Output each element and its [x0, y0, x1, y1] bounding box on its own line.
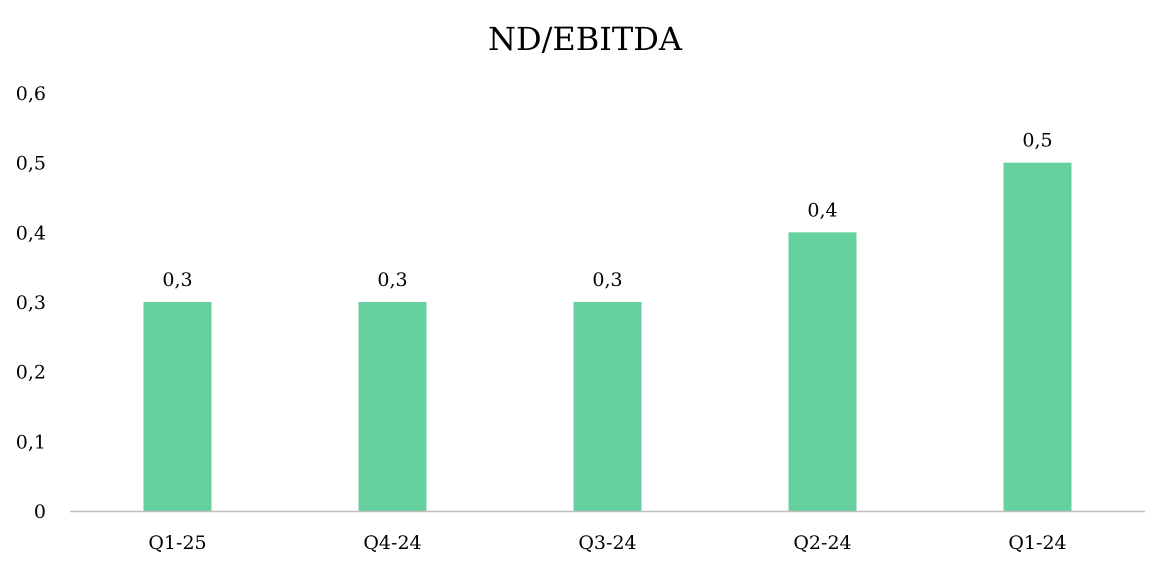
data-label: 0,3 — [592, 269, 622, 291]
y-axis-ticks: 0 0,1 0,2 0,3 0,4 0,5 0,6 — [16, 83, 46, 523]
bar-series — [143, 162, 1072, 512]
bar-q3-24 — [573, 302, 642, 511]
y-tick-label: 0,2 — [16, 362, 46, 384]
data-label: 0,5 — [1022, 130, 1052, 152]
x-axis-labels: Q1-25 Q4-24 Q3-24 Q2-24 Q1-24 — [148, 532, 1066, 554]
y-tick-label: 0 — [34, 501, 46, 523]
x-category-label: Q2-24 — [793, 532, 851, 554]
data-label: 0,3 — [162, 269, 192, 291]
bar-q1-24 — [1003, 162, 1072, 511]
data-label: 0,3 — [377, 269, 407, 291]
bar-q1-25 — [143, 302, 212, 511]
data-label: 0,4 — [807, 199, 837, 221]
x-category-label: Q4-24 — [363, 532, 421, 554]
chart-title: ND/EBITDA — [488, 20, 683, 58]
y-tick-label: 0,1 — [16, 431, 46, 453]
y-tick-label: 0,6 — [16, 83, 46, 105]
x-category-label: Q1-24 — [1008, 532, 1066, 554]
x-category-label: Q1-25 — [148, 532, 206, 554]
y-tick-label: 0,3 — [16, 292, 46, 314]
bar-q4-24 — [358, 302, 427, 511]
y-tick-label: 0,4 — [16, 222, 46, 244]
y-tick-label: 0,5 — [16, 153, 46, 175]
bar-q2-24 — [788, 232, 857, 512]
x-category-label: Q3-24 — [578, 532, 636, 554]
data-labels: 0,3 0,3 0,3 0,4 0,5 — [162, 130, 1052, 291]
